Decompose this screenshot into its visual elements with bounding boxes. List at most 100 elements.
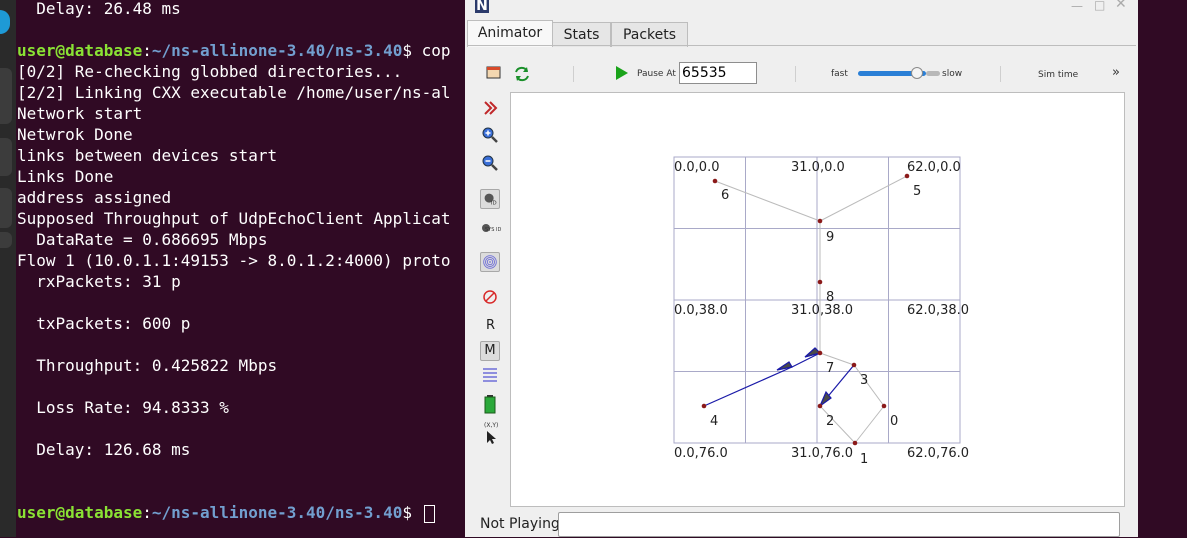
terminal-line: Delay: 26.48 ms	[17, 0, 181, 18]
zoom-in-icon[interactable]	[480, 125, 500, 145]
animation-canvas[interactable]: 0.0,0.0 31.0,0.0 62.0,0.0 0.0,38.0 31.0,…	[510, 92, 1125, 507]
nodes	[701, 173, 910, 446]
terminal-line: rxPackets: 31 p	[17, 272, 181, 291]
no-entry-icon[interactable]	[480, 287, 500, 307]
terminal-line: Netwrok Done	[17, 125, 133, 144]
list-lines-icon[interactable]	[480, 366, 500, 386]
toolbar-separator	[1000, 66, 1001, 82]
node-label: 2	[826, 414, 834, 429]
play-icon[interactable]	[614, 65, 630, 81]
r-toggle-button[interactable]: R	[486, 318, 496, 333]
tab-animator[interactable]: Animator	[467, 20, 553, 47]
svg-text:ID: ID	[491, 200, 497, 206]
node-9[interactable]	[817, 218, 823, 224]
node-4[interactable]	[701, 403, 707, 409]
zoom-out-icon[interactable]	[480, 153, 500, 173]
terminal-window[interactable]: Delay: 26.48 ms user@database:~/ns-allino…	[16, 0, 465, 537]
netanim-app-icon: N	[475, 0, 489, 14]
pointer-icon[interactable]	[480, 426, 500, 446]
grid-label: 0.0,76.0	[674, 446, 728, 461]
node-label: 5	[913, 184, 921, 199]
battery-icon[interactable]	[480, 394, 500, 414]
packet-arrow	[818, 390, 832, 408]
dock-app-icon[interactable]	[0, 10, 10, 34]
close-icon[interactable]: ✕	[1115, 0, 1127, 12]
terminal-line: [0/2] Re-checking globbed directories...	[17, 62, 403, 81]
m-toggle-button[interactable]: M	[480, 341, 500, 361]
terminal-line: txPackets: 600 p	[17, 314, 191, 333]
window-icon[interactable]	[486, 65, 502, 81]
link-3-0	[853, 364, 885, 407]
terminal-prompt-line: user@database:~/ns-allinone-3.40/ns-3.40…	[17, 40, 451, 61]
terminal-line: DataRate = 0.686695 Mbps	[17, 230, 268, 249]
packets	[703, 347, 855, 408]
node-id-icon[interactable]: ID	[480, 189, 500, 209]
xy-label: (X,Y)	[484, 422, 499, 429]
grid-label: 0.0,38.0	[674, 303, 728, 318]
maximize-icon[interactable]: □	[1094, 0, 1106, 12]
animator-panel	[467, 45, 1136, 538]
netanim-window: N — □ ✕ Animator Stats Packets Pause At …	[465, 0, 1138, 537]
node-5[interactable]	[904, 173, 910, 179]
speed-fast-label: fast	[831, 69, 848, 79]
speed-slider-track[interactable]	[858, 71, 926, 76]
speed-slow-label: slow	[942, 69, 963, 79]
node-2[interactable]	[817, 403, 823, 409]
pause-at-label: Pause At	[637, 69, 676, 79]
grid-label: 31.0,0.0	[791, 160, 845, 175]
node-label: 4	[710, 414, 718, 429]
terminal-line: [2/2] Linking CXX executable /home/user/…	[17, 83, 451, 102]
prompt-user: user@database	[17, 503, 143, 522]
dock-item-active[interactable]	[0, 138, 12, 176]
prompt-path: ~/ns-allinone-3.40/ns-3.40	[151, 41, 403, 60]
tab-packets[interactable]: Packets	[611, 22, 688, 47]
sys-id-label: SYS ID	[485, 227, 502, 233]
node-7[interactable]	[817, 350, 823, 356]
link-7-3	[819, 352, 855, 366]
prompt-command: $ cop	[402, 41, 451, 60]
terminal-prompt-line: user@database:~/ns-allinone-3.40/ns-3.40…	[17, 502, 435, 523]
terminal-cursor	[423, 504, 435, 523]
packet-trail	[791, 352, 821, 368]
sim-time-label: Sim time	[1038, 70, 1079, 80]
prompt-user: user@database	[17, 41, 143, 60]
terminal-line: Throughput: 0.425822 Mbps	[17, 356, 278, 375]
fingerprint-icon[interactable]	[480, 252, 500, 272]
terminal-line: links between devices start	[17, 146, 278, 165]
ubuntu-dock	[0, 0, 16, 537]
sys-id-icon[interactable]	[480, 221, 500, 241]
node-label: 3	[860, 373, 868, 388]
dock-item[interactable]	[0, 188, 12, 228]
grid-label: 62.0,38.0	[907, 303, 969, 318]
speed-slider-rest[interactable]	[926, 71, 940, 76]
terminal-line: Flow 1 (10.0.1.1:49153 -> 8.0.1.2:4000) …	[17, 251, 451, 270]
double-chevron-right-icon[interactable]	[480, 98, 500, 118]
node-1[interactable]	[852, 440, 858, 446]
pause-at-input[interactable]	[679, 62, 757, 84]
dock-item[interactable]	[0, 68, 12, 124]
grid-labels: 0.0,0.0 31.0,0.0 62.0,0.0 0.0,38.0 31.0,…	[674, 160, 969, 461]
node-label: 9	[826, 230, 834, 245]
speed-slider-handle[interactable]	[911, 67, 923, 79]
prompt-command: $	[402, 503, 422, 522]
toolbar-overflow-button[interactable]: »	[1112, 65, 1120, 80]
terminal-line: Loss Rate: 94.8333 %	[17, 398, 229, 417]
toolbar-separator	[573, 66, 574, 82]
node-8[interactable]	[817, 279, 823, 285]
node-label: 8	[826, 290, 834, 305]
toolbar-separator	[795, 66, 796, 82]
dock-item[interactable]	[0, 232, 12, 248]
node-0[interactable]	[881, 403, 887, 409]
status-bar	[558, 512, 1120, 537]
refresh-icon[interactable]	[514, 66, 530, 82]
minimize-icon[interactable]: —	[1071, 0, 1083, 13]
link-5-9	[819, 175, 908, 222]
status-label: Not Playing	[480, 516, 560, 532]
tab-stats[interactable]: Stats	[552, 22, 611, 47]
node-6[interactable]	[712, 178, 718, 184]
terminal-line: Delay: 126.68 ms	[17, 440, 191, 459]
terminal-line: Supposed Throughput of UdpEchoClient App…	[17, 209, 451, 228]
node-3[interactable]	[851, 362, 857, 368]
packet-arrow	[776, 361, 793, 371]
grid-label: 62.0,76.0	[907, 446, 969, 461]
